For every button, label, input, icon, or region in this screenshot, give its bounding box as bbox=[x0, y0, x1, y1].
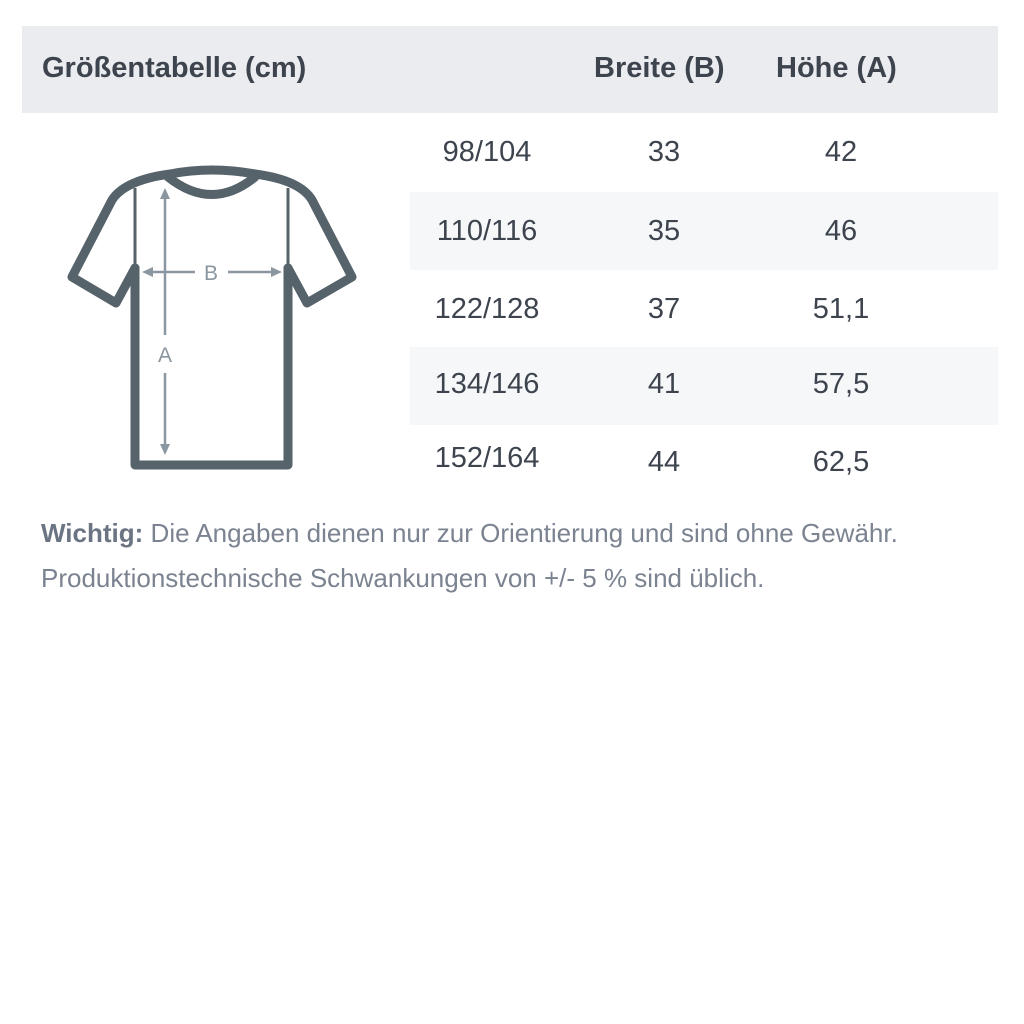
column-header-breite: Breite (B) bbox=[594, 52, 725, 84]
hoehe-cell: 51,1 bbox=[812, 293, 870, 325]
row-stripe bbox=[410, 192, 998, 270]
breite-cell: 33 bbox=[647, 136, 681, 168]
hoehe-cell: 57,5 bbox=[812, 368, 870, 400]
column-header-hoehe: Höhe (A) bbox=[776, 52, 897, 84]
tshirt-outline-icon bbox=[67, 165, 357, 470]
table-title: Größentabelle (cm) bbox=[42, 52, 307, 84]
measure-arrows-icon bbox=[142, 188, 282, 455]
hoehe-cell: 46 bbox=[824, 215, 858, 247]
label-a: A bbox=[158, 344, 172, 367]
table-header: Größentabelle (cm) Breite (B) Höhe (A) bbox=[22, 26, 998, 113]
breite-cell: 37 bbox=[647, 293, 681, 325]
note-line-2: Produktionstechnische Schwankungen von +… bbox=[41, 563, 765, 593]
breite-cell: 41 bbox=[647, 368, 681, 400]
breite-cell: 35 bbox=[647, 215, 681, 247]
size-cell: 110/116 bbox=[436, 215, 538, 247]
size-cell: 152/164 bbox=[434, 442, 540, 474]
row-stripe bbox=[410, 347, 998, 425]
size-cell: 98/104 bbox=[442, 136, 532, 168]
label-b: B bbox=[204, 262, 218, 285]
size-cell: 134/146 bbox=[434, 368, 540, 400]
note-bold: Wichtig: bbox=[41, 518, 144, 548]
breite-cell: 44 bbox=[647, 446, 681, 478]
note-text: Die Angaben dienen nur zur Orientierung … bbox=[143, 518, 898, 548]
size-cell: 122/128 bbox=[434, 293, 540, 325]
hoehe-cell: 62,5 bbox=[812, 446, 870, 478]
tshirt-diagram: B A bbox=[67, 165, 357, 470]
hoehe-cell: 42 bbox=[824, 136, 858, 168]
note-line-1: Wichtig: Die Angaben dienen nur zur Orie… bbox=[41, 518, 898, 549]
